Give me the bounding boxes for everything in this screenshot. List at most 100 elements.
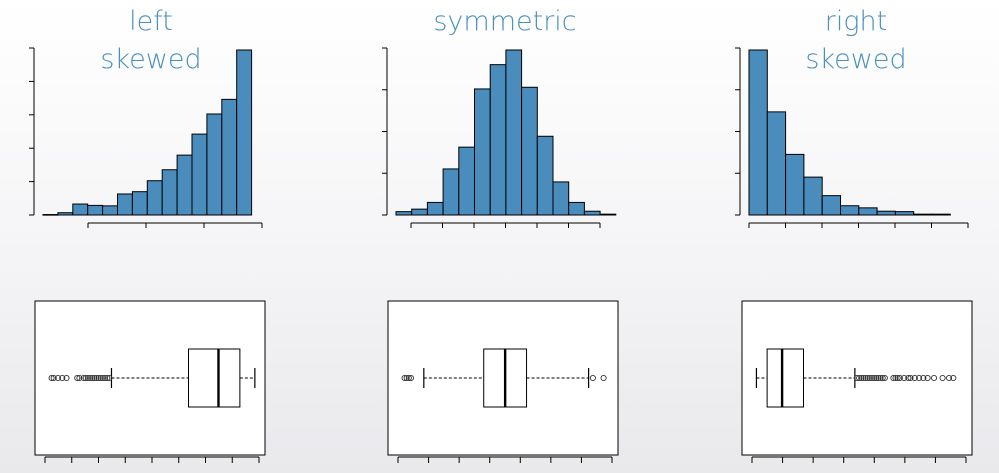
outlier-point [91,374,98,382]
outlier-point [890,374,897,382]
outlier-point [866,374,873,382]
outlier-point [82,374,89,382]
histogram-bar [442,168,460,216]
outlier-point [877,374,884,382]
outlier-point [873,374,880,382]
outlier-point [862,374,869,382]
outlier-point [102,374,109,382]
histogram-bar [474,88,491,216]
outlier-point [50,374,57,382]
histogram-bar [131,191,148,216]
histogram-bar [766,111,787,216]
histogram-bar [72,203,89,216]
histogram-bar [568,201,585,216]
outlier-point [950,374,957,382]
outlier-point [95,374,102,382]
outlier-point [920,374,927,382]
histogram-bar [858,207,878,216]
outlier-point [589,374,596,382]
outlier-point [97,374,104,382]
histogram-bar [117,193,133,216]
outlier-point [860,374,867,382]
outlier-point [403,374,410,382]
histogram-bar [583,210,601,216]
outlier-point [894,374,901,382]
right-skewed-panel: right skewed [735,6,973,463]
interquartile-box [766,348,804,408]
symmetric-panel: symmetric [382,6,619,463]
outlier-point [875,374,882,382]
chart-title: skewed [100,44,201,75]
outlier-point [76,374,83,382]
chart-title: left [129,6,173,37]
outlier-point [916,374,923,382]
outlier-point [905,374,912,382]
outlier-point [407,374,415,382]
outlier-point [856,374,863,382]
outlier-point [881,374,888,382]
outlier-point [87,374,94,382]
histogram-bar [102,205,118,216]
histogram-bar [146,180,163,216]
outlier-point [74,374,81,382]
chart-title: symmetric [433,6,576,37]
histogram-bar [221,98,238,216]
histogram-bar [458,146,475,216]
histogram-bar [876,210,896,216]
chart-title: right [825,6,888,37]
outlier-point [868,374,876,382]
outlier-point [401,374,408,382]
outlier-point [600,374,607,382]
histogram-bar [395,211,413,216]
outlier-point [80,374,87,382]
outlier-point [54,374,62,382]
histogram-bar [785,153,805,216]
histogram-bar [894,211,915,216]
histogram-bar [426,201,444,216]
histogram-bar [236,49,253,216]
histogram-bar [161,169,178,216]
left-skewed-panel: left skewed [29,6,266,463]
histogram-bar [536,135,554,216]
outlier-point [405,374,412,382]
outlier-point [106,374,113,382]
histogram-bar [206,113,223,216]
outlier-point [896,374,903,382]
histogram-bar [803,176,823,216]
outlier-point [93,374,100,382]
histogram-bar [521,86,538,216]
histogram-bar [87,204,104,216]
outlier-point [104,374,111,382]
histogram-bar [552,181,570,216]
outlier-point [864,374,871,382]
histogram-bar [411,208,428,216]
outlier-point [911,374,918,382]
outlier-point [48,374,55,382]
outlier-point [89,374,96,382]
histogram-bar [748,49,768,216]
interquartile-box [188,348,241,408]
histogram-bar [840,205,860,216]
histogram-bar [176,154,193,216]
outlier-point [930,374,938,382]
histogram-bar [821,195,842,216]
outlier-point [879,374,886,382]
outlier-point [924,374,931,382]
outlier-point [939,374,946,382]
chart-title: skewed [805,44,906,75]
histogram-bar [489,64,507,216]
outlier-point [858,374,865,382]
outlier-point [901,374,908,382]
outlier-point [84,374,91,382]
outlier-point [907,374,914,382]
histogram-bar [191,133,208,216]
outlier-point [892,374,899,382]
outlier-point [853,374,861,382]
outlier-point [945,374,953,382]
outlier-point [99,374,106,382]
histogram-bar [505,49,523,216]
outlier-point [63,374,70,382]
outlier-point [871,374,878,382]
outlier-point [59,374,66,382]
